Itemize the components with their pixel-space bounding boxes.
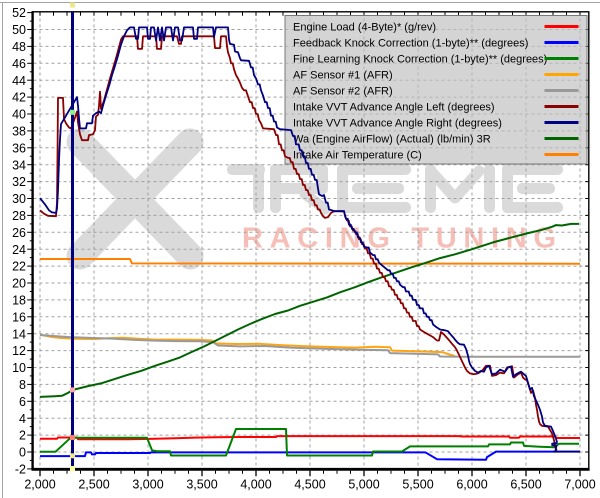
svg-text:36: 36 (12, 141, 26, 155)
svg-text:0: 0 (19, 446, 26, 460)
svg-text:32: 32 (12, 175, 26, 189)
svg-text:AF Sensor #2 (AFR): AF Sensor #2 (AFR) (293, 86, 393, 98)
svg-text:Intake VVT Advance Angle Right: Intake VVT Advance Angle Right (degrees) (293, 118, 502, 130)
svg-text:6,000: 6,000 (456, 478, 487, 492)
svg-text:48: 48 (12, 40, 26, 54)
svg-text:44: 44 (12, 74, 26, 88)
svg-text:2: 2 (19, 429, 26, 443)
svg-text:8: 8 (19, 378, 26, 392)
svg-text:26: 26 (12, 226, 26, 240)
svg-text:16: 16 (12, 310, 26, 324)
svg-text:20: 20 (12, 277, 26, 291)
svg-text:12: 12 (12, 344, 26, 358)
svg-text:5,000: 5,000 (348, 478, 379, 492)
svg-text:6,500: 6,500 (510, 478, 541, 492)
svg-text:28: 28 (12, 209, 26, 223)
svg-text:4: 4 (19, 412, 26, 426)
svg-text:4,500: 4,500 (294, 478, 325, 492)
svg-text:34: 34 (12, 158, 26, 172)
svg-text:10: 10 (12, 361, 26, 375)
svg-text:Fine Learning Knock Correction: Fine Learning Knock Correction (1-byte)*… (293, 54, 547, 66)
svg-text:Engine Load (4-Byte)* (g/rev): Engine Load (4-Byte)* (g/rev) (293, 22, 436, 34)
svg-text:4,000: 4,000 (240, 478, 271, 492)
svg-text:40: 40 (12, 108, 26, 122)
svg-text:18: 18 (12, 294, 26, 308)
svg-text:38: 38 (12, 125, 26, 139)
svg-text:14: 14 (12, 327, 26, 341)
svg-text:-2: -2 (15, 463, 26, 477)
svg-text:30: 30 (12, 192, 26, 206)
svg-text:42: 42 (12, 91, 26, 105)
svg-text:3,000: 3,000 (132, 478, 163, 492)
svg-text:2,000: 2,000 (24, 478, 55, 492)
svg-text:2,500: 2,500 (78, 478, 109, 492)
svg-text:Feedback Knock Correction (1-b: Feedback Knock Correction (1-byte)** (de… (293, 38, 528, 50)
svg-text:24: 24 (12, 243, 26, 257)
svg-text:22: 22 (12, 260, 26, 274)
svg-text:AF Sensor #1 (AFR): AF Sensor #1 (AFR) (293, 70, 393, 82)
svg-text:Wa (Engine AirFlow) (Actual) (: Wa (Engine AirFlow) (Actual) (lb/min) 3R (293, 134, 491, 146)
svg-text:6: 6 (19, 395, 26, 409)
svg-text:7,000: 7,000 (564, 478, 595, 492)
svg-text:Intake Air Temperature (C): Intake Air Temperature (C) (293, 150, 422, 162)
svg-text:46: 46 (12, 57, 26, 71)
svg-text:50: 50 (12, 23, 26, 37)
svg-text:Intake VVT Advance Angle Left: Intake VVT Advance Angle Left (degrees) (293, 102, 495, 114)
svg-text:5,500: 5,500 (402, 478, 433, 492)
svg-text:3,500: 3,500 (186, 478, 217, 492)
svg-text:52: 52 (12, 6, 26, 20)
